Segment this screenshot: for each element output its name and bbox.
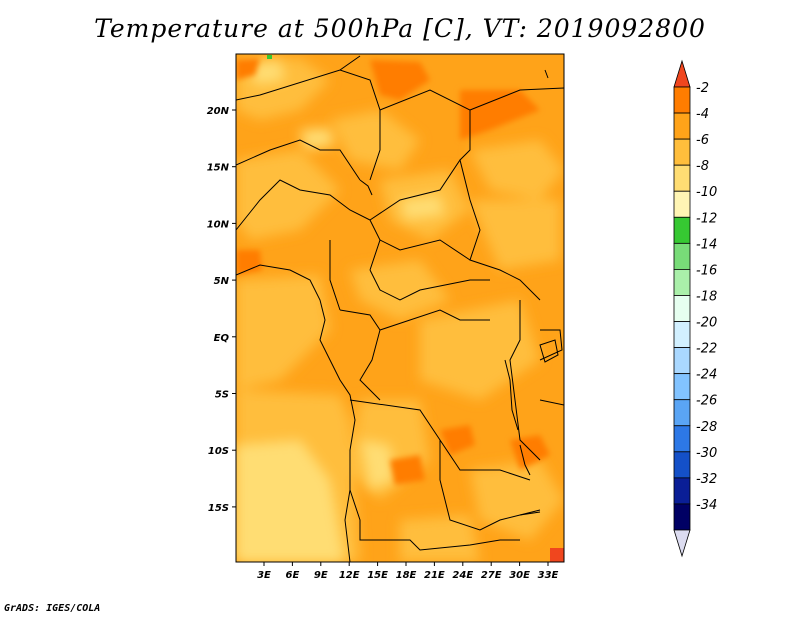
legend-swatch — [673, 425, 691, 453]
legend-swatch — [673, 477, 691, 505]
legend-label: -34 — [696, 498, 717, 513]
legend-swatch — [673, 190, 691, 218]
temperature-field — [236, 54, 564, 562]
legend-label: -28 — [696, 420, 717, 435]
legend-swatch — [673, 503, 691, 531]
lon-label: 24E — [452, 570, 473, 581]
lon-label: 9E — [314, 570, 328, 581]
grads-credit: GrADS: IGES/COLA — [4, 603, 101, 614]
legend-swatch-bottom — [673, 529, 691, 558]
legend-swatch — [673, 112, 691, 140]
legend-label: -10 — [696, 185, 717, 200]
legend-swatch — [673, 86, 691, 114]
lat-label: 5S — [215, 390, 229, 401]
legend-swatch — [673, 138, 691, 166]
lat-label: 15N — [207, 163, 230, 174]
legend-swatch — [673, 295, 691, 322]
map-frame — [235, 53, 565, 563]
political-borders — [236, 55, 564, 562]
legend-label: -18 — [696, 289, 717, 304]
lon-label: 3E — [257, 570, 271, 581]
color-legend: -2 -4 -6 -8 -10 -12 -14 -16 -18 -20 -22 -24 -26 -28 -3… — [673, 59, 717, 558]
legend-label: -14 — [696, 237, 717, 252]
legend-label: -32 — [696, 472, 717, 487]
legend-label: -26 — [696, 394, 717, 409]
lon-label: 6E — [286, 570, 300, 581]
legend-swatch — [673, 347, 691, 375]
lon-label: 18E — [396, 570, 417, 581]
legend-swatch — [673, 216, 691, 244]
legend-label: -16 — [696, 263, 717, 278]
lon-label: 15E — [367, 570, 388, 581]
legend-swatch — [673, 321, 691, 348]
latitude-axis: 20N 15N 10N 5N EQ 5S 10S 15S — [207, 106, 236, 514]
lon-label: 27E — [481, 570, 502, 581]
lat-label: EQ — [214, 333, 230, 344]
cold-speck — [267, 55, 272, 59]
lat-label: 10S — [208, 446, 229, 457]
legend-label: -22 — [696, 342, 717, 357]
legend-label: -30 — [696, 446, 717, 461]
map-title: Temperature at 500hPa [C], VT: 201909280… — [94, 14, 706, 43]
legend-swatch — [673, 399, 691, 427]
legend-label: -6 — [696, 133, 709, 148]
lon-label: 12E — [339, 570, 360, 581]
legend-swatch — [673, 451, 691, 479]
legend-swatch — [673, 373, 691, 401]
longitude-axis: 3E 6E 9E 12E 15E 18E 21E 24E 27E 30E 33E — [257, 562, 559, 581]
lon-label: 21E — [424, 570, 445, 581]
legend-label: -12 — [696, 211, 717, 226]
legend-swatch — [673, 269, 691, 296]
lat-label: 20N — [207, 106, 230, 117]
lon-label: 30E — [509, 570, 530, 581]
lat-label: 5N — [214, 276, 230, 287]
legend-label: -8 — [696, 159, 709, 174]
legend-label: -2 — [696, 81, 709, 96]
legend-label: -4 — [696, 107, 709, 122]
legend-swatch — [673, 164, 691, 192]
legend-swatch — [673, 242, 691, 270]
lat-label: 15S — [208, 503, 229, 514]
legend-label: -24 — [696, 368, 717, 383]
lon-label: 33E — [538, 570, 559, 581]
legend-swatch-top — [673, 59, 691, 88]
lat-label: 10N — [207, 219, 230, 230]
legend-label: -20 — [696, 316, 717, 331]
